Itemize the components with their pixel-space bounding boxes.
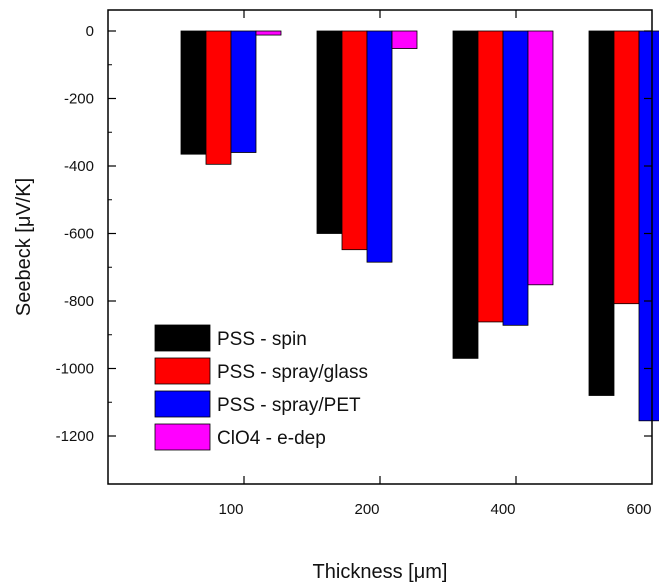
- bar-2-600: [613, 30, 640, 305]
- y-axis-title: Seebeck [μV/K]: [13, 178, 35, 316]
- bar-4-400: [527, 30, 554, 286]
- y-tick-label: -1200: [56, 428, 94, 445]
- x-tick-label: 600: [626, 501, 651, 518]
- bar-3-400: [502, 30, 529, 326]
- y-tick-label: -1000: [56, 361, 94, 378]
- y-axis: 0 -200 -400 -600 -800 -1000 -1200: [56, 23, 652, 445]
- bar-1-200: [316, 30, 343, 234]
- bars-layer: [180, 30, 659, 422]
- plot-frame: [107, 9, 653, 485]
- x-tick-label: 100: [218, 501, 243, 518]
- legend-label: PSS - spray/glass: [217, 362, 368, 383]
- bar-1-400: [452, 30, 479, 359]
- y-tick-label: -800: [64, 293, 94, 310]
- bar-1-100: [180, 30, 207, 155]
- y-tick-label: -600: [64, 226, 94, 243]
- legend-swatch: [154, 357, 211, 385]
- bar-3-600: [638, 30, 659, 422]
- legend-label: ClO4 - e-dep: [217, 428, 326, 449]
- legend-swatch: [154, 423, 211, 451]
- bar-1-600: [588, 30, 615, 396]
- y-tick-label: -400: [64, 158, 94, 175]
- legend: PSS - spin PSS - spray/glass PSS - spray/P…: [154, 324, 368, 451]
- x-tick-label: 400: [490, 501, 515, 518]
- bar-2-400: [477, 30, 504, 323]
- legend-swatch: [154, 324, 211, 352]
- y-tick-label: 0: [86, 23, 94, 40]
- bar-2-100: [205, 30, 232, 165]
- legend-label: PSS - spin: [217, 329, 307, 350]
- x-axis: 100 200 400 600: [218, 10, 652, 518]
- bar-4-100: [255, 30, 282, 36]
- bar-4-200: [391, 30, 418, 49]
- bar-3-100: [230, 30, 257, 153]
- bar-3-200: [366, 30, 393, 263]
- x-axis-title: Thickness [μm]: [313, 561, 448, 583]
- y-tick-label: -200: [64, 91, 94, 108]
- bar-2-200: [341, 30, 368, 251]
- legend-label: PSS - spray/PET: [217, 395, 361, 416]
- x-tick-label: 200: [354, 501, 379, 518]
- legend-swatch: [154, 390, 211, 418]
